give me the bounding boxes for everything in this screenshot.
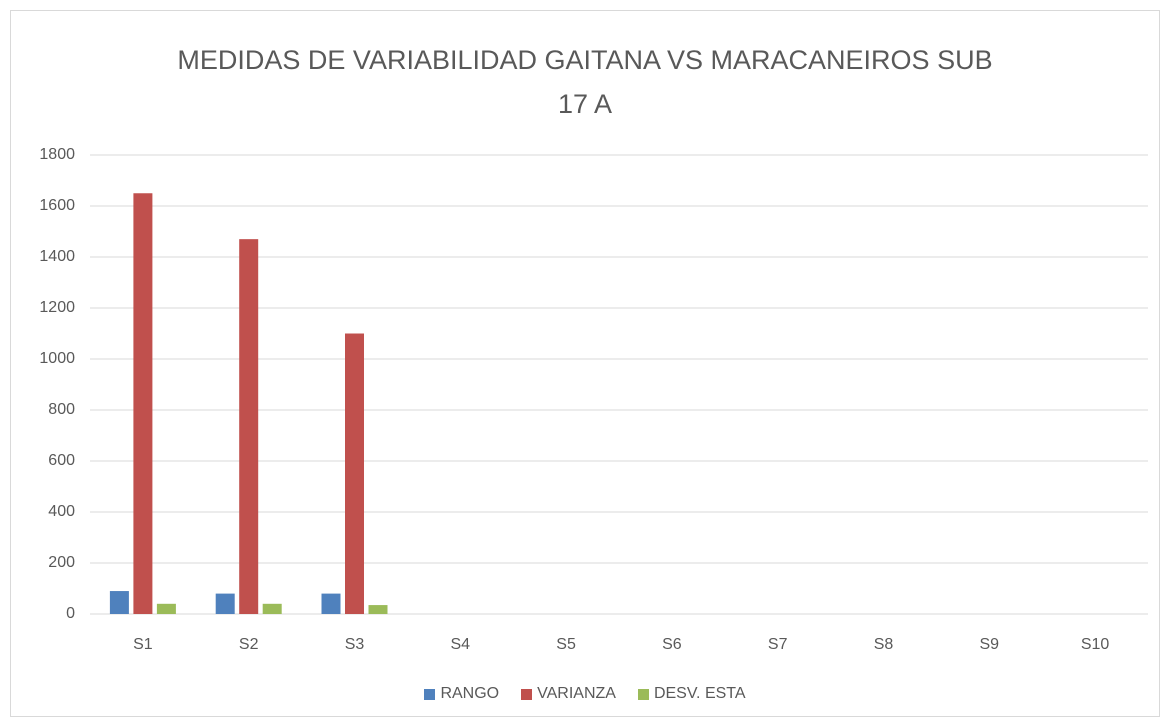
legend: RANGO VARIANZA DESV. ESTA: [0, 685, 1170, 703]
bar: [368, 605, 388, 614]
y-tick-label: 1800: [39, 146, 75, 163]
y-tick-label: 600: [48, 452, 75, 469]
x-tick-label: S8: [874, 636, 894, 653]
y-tick-label: 0: [66, 605, 75, 622]
x-tick-label: S1: [133, 636, 153, 653]
legend-item: VARIANZA: [521, 685, 616, 703]
bar: [345, 333, 364, 614]
bar: [262, 603, 282, 614]
legend-label: DESV. ESTA: [653, 685, 746, 702]
x-tick-label: S3: [345, 636, 365, 653]
legend-swatch: [521, 688, 533, 700]
x-tick-label: S10: [1081, 636, 1110, 653]
y-tick-label: 1000: [39, 350, 75, 367]
y-tick-label: 1400: [39, 248, 75, 265]
y-tick-label: 1600: [39, 197, 75, 214]
y-tick-label: 400: [48, 503, 75, 520]
chart-title: MEDIDAS DE VARIABILIDAD GAITANA VS MARAC…: [177, 45, 993, 119]
bar: [109, 591, 129, 614]
x-tick-label: S2: [239, 636, 259, 653]
legend-swatch: [424, 688, 436, 700]
legend-label: RANGO: [440, 685, 500, 702]
bar: [321, 593, 341, 614]
legend-item: DESV. ESTA: [637, 685, 746, 703]
legend-swatch: [637, 688, 649, 700]
legend-label: VARIANZA: [537, 685, 616, 702]
bar: [133, 193, 153, 614]
bar: [215, 593, 235, 614]
bar: [156, 603, 176, 614]
x-tick-label: S5: [556, 636, 576, 653]
x-tick-label: S6: [662, 636, 682, 653]
y-tick-label: 200: [48, 554, 75, 571]
x-tick-label: S7: [768, 636, 788, 653]
chart-border: [10, 10, 1160, 717]
y-tick-label: 800: [48, 401, 75, 418]
x-tick-label: S4: [451, 636, 471, 653]
bar: [239, 239, 259, 614]
legend-item: RANGO: [424, 685, 499, 703]
x-tick-label: S9: [980, 636, 1000, 653]
y-tick-label: 1200: [39, 299, 75, 316]
